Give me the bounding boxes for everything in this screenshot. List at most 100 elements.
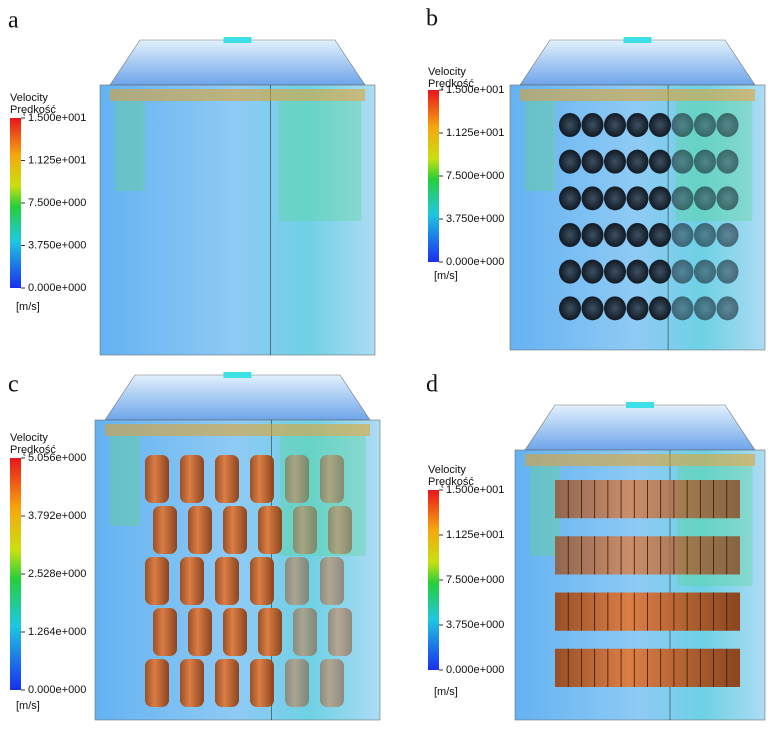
- inlet: [224, 372, 252, 378]
- cylinder-end: [649, 113, 671, 137]
- cylinder-end: [627, 186, 649, 210]
- cylinder-end: [717, 113, 739, 137]
- cylinder-end: [559, 113, 581, 137]
- cylinder: [153, 506, 177, 554]
- cylinder: [215, 557, 239, 605]
- legend-title: Velocity: [10, 92, 48, 104]
- cylinder-end: [649, 186, 671, 210]
- legend-unit: [m/s]: [16, 301, 40, 313]
- cylinder-end: [604, 186, 626, 210]
- cylinder: [250, 557, 274, 605]
- cylinder: [180, 659, 204, 707]
- cylinder-end: [604, 296, 626, 320]
- nozzle-row: [110, 89, 365, 101]
- nozzle-row: [105, 424, 370, 436]
- cylinder-end: [582, 296, 604, 320]
- tick-label: 7.500e+000: [446, 170, 504, 182]
- cylinder: [293, 608, 317, 656]
- tick-label: 0.000e+000: [28, 282, 86, 294]
- cylinder-end: [672, 186, 694, 210]
- cylinder: [328, 608, 352, 656]
- cylinder: [285, 455, 309, 503]
- cylinder: [320, 455, 344, 503]
- tick-label: 7.500e+000: [446, 574, 504, 586]
- tick-label: 1.264e+000: [28, 626, 86, 638]
- cylinder-end: [604, 260, 626, 284]
- jet-left: [115, 101, 145, 191]
- cylinder-end: [627, 260, 649, 284]
- cylinder: [320, 659, 344, 707]
- tick-label: 1.125e+001: [446, 529, 504, 541]
- hood: [105, 375, 370, 420]
- tick-label: 0.000e+000: [28, 684, 86, 696]
- panel-label: a: [8, 8, 19, 34]
- panel-label: c: [8, 372, 19, 398]
- cylinder: [215, 659, 239, 707]
- cylinder-end: [582, 186, 604, 210]
- cylinder-end: [559, 186, 581, 210]
- cylinder-end: [627, 296, 649, 320]
- jet-left: [525, 101, 555, 191]
- panel: dVelocityPrędkość1.500e+0011.125e+0017.5…: [426, 372, 765, 721]
- panel: aVelocityPrędkość1.500e+0011.125e+0017.5…: [8, 8, 375, 356]
- cylinder-end: [604, 150, 626, 174]
- tick-label: 3.792e+000: [28, 510, 86, 522]
- cylinder: [145, 455, 169, 503]
- cylinder-end: [604, 223, 626, 247]
- cylinder-end: [694, 113, 716, 137]
- nozzle-row: [520, 89, 755, 101]
- tick-label: 1.125e+001: [446, 127, 504, 139]
- tick-label: 2.528e+000: [28, 568, 86, 580]
- cylinder-end: [672, 223, 694, 247]
- cylinder: [215, 455, 239, 503]
- inlet: [224, 37, 252, 43]
- cylinder: [258, 608, 282, 656]
- hood: [110, 40, 365, 85]
- tick-label: 3.750e+000: [446, 619, 504, 631]
- panel-label: b: [426, 6, 438, 32]
- nozzle-row: [525, 454, 755, 466]
- cylinder-end: [717, 150, 739, 174]
- cylinder-end: [672, 260, 694, 284]
- cylinder-end: [582, 260, 604, 284]
- cylinder-end: [649, 260, 671, 284]
- tick-label: 1.500e+001: [446, 484, 504, 496]
- cylinder: [145, 659, 169, 707]
- jet-left: [110, 436, 140, 526]
- hood: [520, 40, 755, 85]
- cylinder-end: [672, 113, 694, 137]
- cylinder: [293, 506, 317, 554]
- color-bar: [428, 90, 439, 262]
- tick-label: 5.056e+000: [28, 452, 86, 464]
- cylinder-end: [582, 113, 604, 137]
- legend-unit: [m/s]: [16, 700, 40, 712]
- cylinder: [285, 557, 309, 605]
- color-bar: [428, 490, 439, 670]
- cylinder-end: [559, 296, 581, 320]
- cylinder-end: [627, 150, 649, 174]
- color-bar: [10, 458, 21, 690]
- cylinder-end: [627, 113, 649, 137]
- inlet: [624, 37, 652, 43]
- cylinder-end: [694, 296, 716, 320]
- tick-label: 0.000e+000: [446, 664, 504, 676]
- cylinder-end: [604, 113, 626, 137]
- cylinder-end: [717, 296, 739, 320]
- color-bar: [10, 118, 21, 288]
- cylinder: [145, 557, 169, 605]
- panel: bVelocityPrędkość1.500e+0011.125e+0017.5…: [426, 6, 765, 351]
- cylinder-end: [672, 296, 694, 320]
- cylinder-end: [694, 186, 716, 210]
- tick-label: 1.500e+001: [28, 112, 86, 124]
- tick-label: 3.750e+000: [446, 213, 504, 225]
- cylinder: [223, 506, 247, 554]
- cylinder: [328, 506, 352, 554]
- cylinder-end: [694, 223, 716, 247]
- tick-label: 1.125e+001: [28, 154, 86, 166]
- cylinder: [258, 506, 282, 554]
- cylinder: [188, 608, 212, 656]
- cylinder: [188, 506, 212, 554]
- cylinder: [250, 659, 274, 707]
- panel-label: d: [426, 372, 438, 398]
- figure: aVelocityPrędkość1.500e+0011.125e+0017.5…: [0, 0, 776, 738]
